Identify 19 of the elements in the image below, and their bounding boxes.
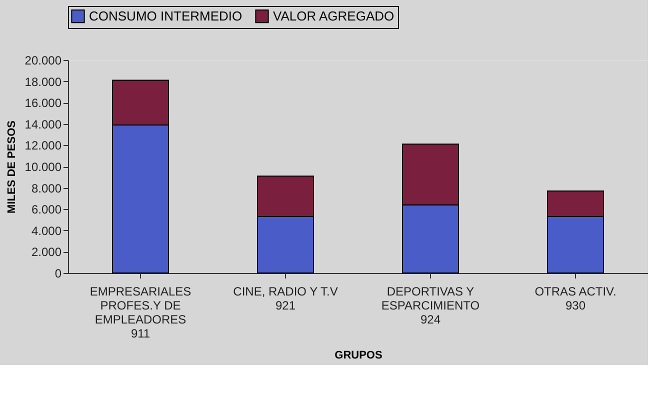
x-tick-label: CINE, RADIO Y T.V 921 bbox=[233, 284, 338, 312]
y-tick-label: 14.000 bbox=[24, 117, 62, 132]
y-tick-label: 10.000 bbox=[24, 160, 62, 174]
y-axis-title: MILES DE PESOS bbox=[6, 120, 18, 214]
y-tick-label: 12.000 bbox=[24, 138, 62, 153]
y-tick-label: 18.000 bbox=[24, 74, 62, 89]
x-tick-label: EMPRESARIALES PROFES.Y DE EMPLEADORES 911 bbox=[90, 284, 192, 340]
x-axis-title: GRUPOS bbox=[334, 350, 382, 362]
y-tick-label: 6.000 bbox=[31, 202, 62, 217]
y-tick-label: 0 bbox=[54, 266, 62, 280]
legend-label: CONSUMO INTERMEDIO bbox=[89, 8, 242, 24]
x-tick-label: OTRAS ACTIV. 930 bbox=[534, 284, 616, 312]
y-tick-label: 16.000 bbox=[24, 96, 62, 110]
legend-label: VALOR AGREGADO bbox=[273, 8, 394, 24]
y-tick-label: 20.000 bbox=[24, 54, 62, 68]
y-tick-label: 2.000 bbox=[31, 245, 62, 260]
y-tick-label: 8.000 bbox=[31, 181, 62, 196]
y-tick-label: 4.000 bbox=[31, 224, 62, 238]
x-tick-label: DEPORTIVAS Y ESPARCIMIENTO 924 bbox=[381, 284, 480, 326]
